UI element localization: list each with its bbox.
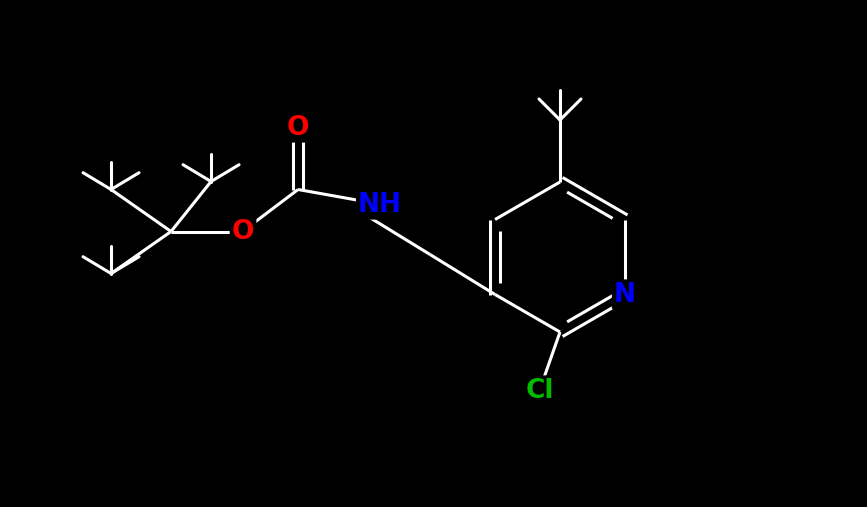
Text: O: O [287, 115, 310, 140]
Text: N: N [614, 281, 636, 308]
Text: Cl: Cl [525, 378, 554, 404]
Text: O: O [231, 219, 254, 244]
Text: NH: NH [358, 192, 402, 218]
